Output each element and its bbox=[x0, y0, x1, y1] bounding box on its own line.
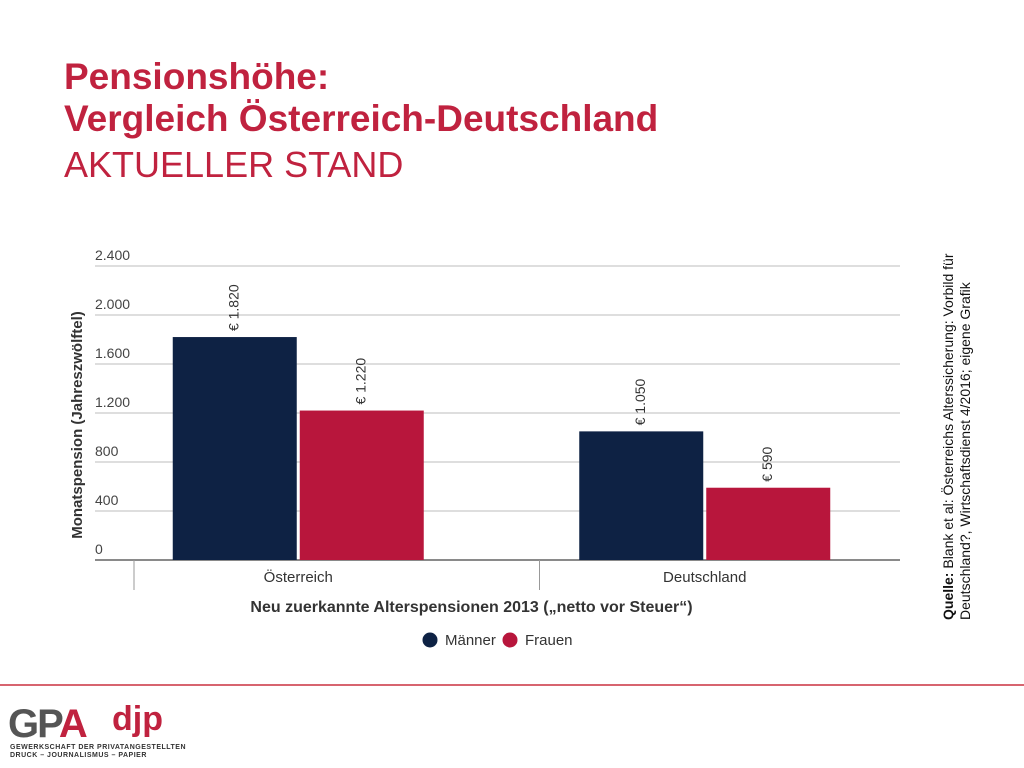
y-tick-label: 800 bbox=[95, 443, 119, 459]
y-tick-label: 400 bbox=[95, 492, 119, 508]
bar-frauen bbox=[706, 487, 831, 560]
logo-subtitle-1: GEWERKSCHAFT DER PRIVATANGESTELLTEN bbox=[10, 744, 187, 751]
bar-männer bbox=[579, 431, 704, 560]
x-tick-label: Österreich bbox=[264, 568, 333, 586]
gpa-logo-gp: GP bbox=[8, 702, 61, 746]
y-tick-label: 2.400 bbox=[95, 247, 130, 263]
data-label: € 1.220 bbox=[352, 358, 368, 405]
bar-frauen bbox=[299, 410, 424, 560]
y-tick-label: 0 bbox=[95, 541, 103, 557]
x-tick-label: Deutschland bbox=[663, 569, 746, 586]
y-tick-label: 2.000 bbox=[95, 296, 130, 312]
title-line-3: AKTUELLER STAND bbox=[64, 144, 404, 185]
gpa-logo-a: A bbox=[58, 702, 88, 746]
legend-label-frauen: Frauen bbox=[525, 632, 573, 649]
djp-logo-mark: djp bbox=[112, 700, 163, 738]
legend-label-männer: Männer bbox=[445, 632, 496, 649]
y-tick-label: 1.200 bbox=[95, 394, 130, 410]
footer-divider bbox=[0, 684, 1024, 686]
legend-swatch-männer bbox=[422, 632, 438, 648]
x-axis-title: Neu zuerkannte Alterspensionen 2013 („ne… bbox=[250, 599, 692, 616]
y-axis-title: Monatspension (Jahreszwölftel) bbox=[69, 311, 86, 539]
data-label: € 590 bbox=[759, 446, 775, 481]
source-note: Quelle: Blank et al: Österreichs Alterss… bbox=[940, 200, 974, 620]
title-line-1: Pensionshöhe: bbox=[64, 56, 330, 97]
title-block: Pensionshöhe: Vergleich Österreich-Deuts… bbox=[64, 56, 658, 186]
y-tick-label: 1.600 bbox=[95, 345, 130, 361]
source-text: Blank et al: Österreichs Alterssicherung… bbox=[940, 253, 973, 620]
logo-subtitle-2: DRUCK – JOURNALISMUS – PAPIER bbox=[10, 752, 147, 759]
legend-swatch-frauen bbox=[502, 632, 518, 648]
logo-subtitle: GEWERKSCHAFT DER PRIVATANGESTELLTEN DRUC… bbox=[10, 744, 186, 760]
data-label: € 1.050 bbox=[632, 378, 648, 425]
title-line-2: Vergleich Österreich-Deutschland bbox=[64, 98, 659, 139]
gpa-logo-mark: GPA bbox=[8, 702, 88, 747]
gpa-djp-logo: GPA djp GEWERKSCHAFT DER PRIVATANGESTELL… bbox=[8, 700, 186, 760]
data-label: € 1.820 bbox=[225, 284, 241, 331]
bar-männer bbox=[172, 337, 297, 560]
source-label: Quelle: bbox=[940, 572, 956, 620]
bar-chart: 0 400 800 1.200 1.600 2.000 2.400 € 1.820 € 1.22… bbox=[69, 247, 900, 649]
